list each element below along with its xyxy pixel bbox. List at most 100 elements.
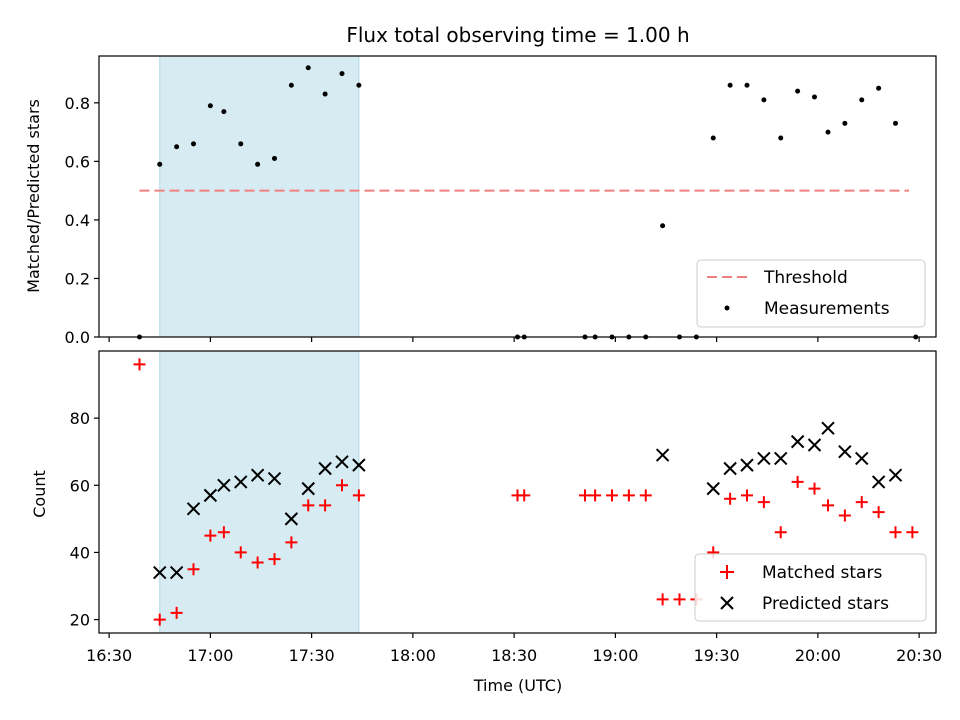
predicted-legend-swatch — [720, 596, 734, 610]
measurement-point — [842, 120, 848, 126]
predicted-star-point — [888, 468, 903, 482]
bottom-x-tick-label: 20:00 — [795, 646, 841, 665]
bottom-shaded-span — [159, 350, 360, 634]
matched-star-point — [518, 489, 531, 502]
matched-star-point — [589, 489, 602, 502]
predicted-star-point — [301, 481, 315, 496]
predicted-star-point — [153, 565, 167, 580]
matched-star-point — [741, 489, 753, 502]
matched-star-point — [872, 506, 885, 519]
bottom-x-tick-label: 20:30 — [896, 646, 942, 665]
bottom-x-tick-label: 16:30 — [86, 646, 132, 665]
matched-star-point — [838, 509, 851, 522]
top-x-ticks — [108, 337, 920, 342]
bottom-y-ticks: 20 40 60 80 — [70, 409, 99, 630]
matched-star-point — [251, 556, 264, 569]
measurement-point — [893, 120, 898, 126]
matched-star-point — [822, 499, 834, 512]
matched-star-point — [855, 496, 868, 509]
measurement-point — [339, 71, 345, 77]
bottom-y-axis-label: Count — [30, 470, 49, 518]
top-y-axis-label: Matched/Predicted stars — [24, 99, 43, 293]
bottom-legend-box — [694, 553, 927, 622]
predicted-star-point — [318, 461, 332, 476]
matched-star-point — [906, 526, 919, 539]
predicted-star-point — [217, 478, 231, 492]
matched-star-point — [170, 606, 183, 619]
predicted-star-point — [821, 421, 835, 435]
matched-star-point — [133, 358, 146, 371]
matched-star-point — [187, 563, 200, 576]
top-y-tick-label: 0.2 — [65, 269, 90, 288]
matched-star-point — [153, 613, 166, 626]
predicted-star-point — [790, 434, 805, 449]
measurement-point — [191, 141, 196, 147]
top-y-tick-label: 0.6 — [65, 152, 90, 171]
measurement-point — [238, 141, 244, 147]
chart-title: Flux total observing time = 1.00 h — [346, 23, 689, 47]
predicted-star-point — [855, 451, 869, 466]
predicted-star-point — [757, 451, 771, 466]
measurement-point — [825, 129, 831, 135]
matched-star-point — [774, 526, 787, 539]
matched-star-point — [579, 489, 591, 502]
predicted-star-point — [352, 458, 366, 472]
measurement-point — [221, 109, 227, 115]
bottom-legend: Matched stars Predicted stars — [694, 553, 927, 622]
bottom-y-tick-label: 40 — [70, 543, 90, 562]
matched-star-point — [757, 496, 770, 509]
measurement-point — [876, 85, 882, 91]
top-legend: Threshold Measurements — [696, 259, 926, 328]
matched-star-point — [336, 479, 348, 492]
matched-star-point — [724, 492, 737, 505]
matched-star-point — [656, 593, 669, 606]
matched-star-point — [285, 536, 298, 549]
measurement-point — [356, 82, 362, 88]
predicted-star-point — [234, 475, 248, 489]
bottom-x-tick-label: 17:00 — [187, 646, 233, 665]
matched-star-point — [217, 526, 230, 539]
predicted-star-point — [655, 448, 670, 462]
measurement-point — [710, 135, 716, 141]
bottom-y-tick-label: 20 — [70, 611, 90, 630]
top-shaded-span — [159, 55, 360, 338]
measurement-point — [207, 103, 213, 109]
matched-star-point — [302, 499, 315, 512]
measurement-point — [778, 135, 784, 141]
measurement-point — [744, 82, 750, 88]
measurement-point — [727, 82, 733, 88]
bottom-x-tick-label: 18:00 — [390, 646, 436, 665]
measurement-point — [859, 97, 865, 103]
measurement-point — [255, 161, 261, 167]
top-y-tick-label: 0.8 — [65, 94, 90, 113]
bottom-x-tick-label: 19:00 — [592, 646, 638, 665]
matched-star-point — [889, 526, 902, 539]
matched-star-point — [673, 593, 686, 606]
predicted-star-point — [284, 512, 299, 526]
x-axis-label: Time (UTC) — [473, 676, 562, 695]
predicted-star-point — [706, 481, 720, 496]
predicted-star-point — [186, 502, 201, 516]
measurement-point — [660, 223, 666, 229]
top-legend-box — [696, 259, 926, 328]
predicted-star-point — [335, 455, 349, 469]
top-y-ticks: 0.0 0.2 0.4 0.6 0.8 — [65, 94, 99, 347]
predicted-star-point — [203, 488, 218, 503]
bottom-y-tick-label: 80 — [70, 409, 90, 428]
bottom-x-tick-label: 18:30 — [491, 646, 537, 665]
measurement-point — [174, 144, 180, 150]
measurement-point — [795, 88, 801, 94]
matched-stars-series — [133, 358, 919, 626]
measurement-point — [812, 94, 817, 100]
measurements-legend-swatch — [724, 305, 730, 311]
measurements-legend-label: Measurements — [764, 299, 890, 319]
predicted-star-point — [774, 451, 788, 466]
top-panel: 0.00.20.40.60.8 Matched/Predicted stars … — [24, 55, 937, 347]
predicted-star-point — [807, 438, 822, 452]
measurement-point — [272, 155, 277, 161]
bottom-x-tick-label: 19:30 — [694, 646, 740, 665]
predicted-stars-series — [153, 421, 903, 580]
matched-star-point — [204, 529, 217, 542]
